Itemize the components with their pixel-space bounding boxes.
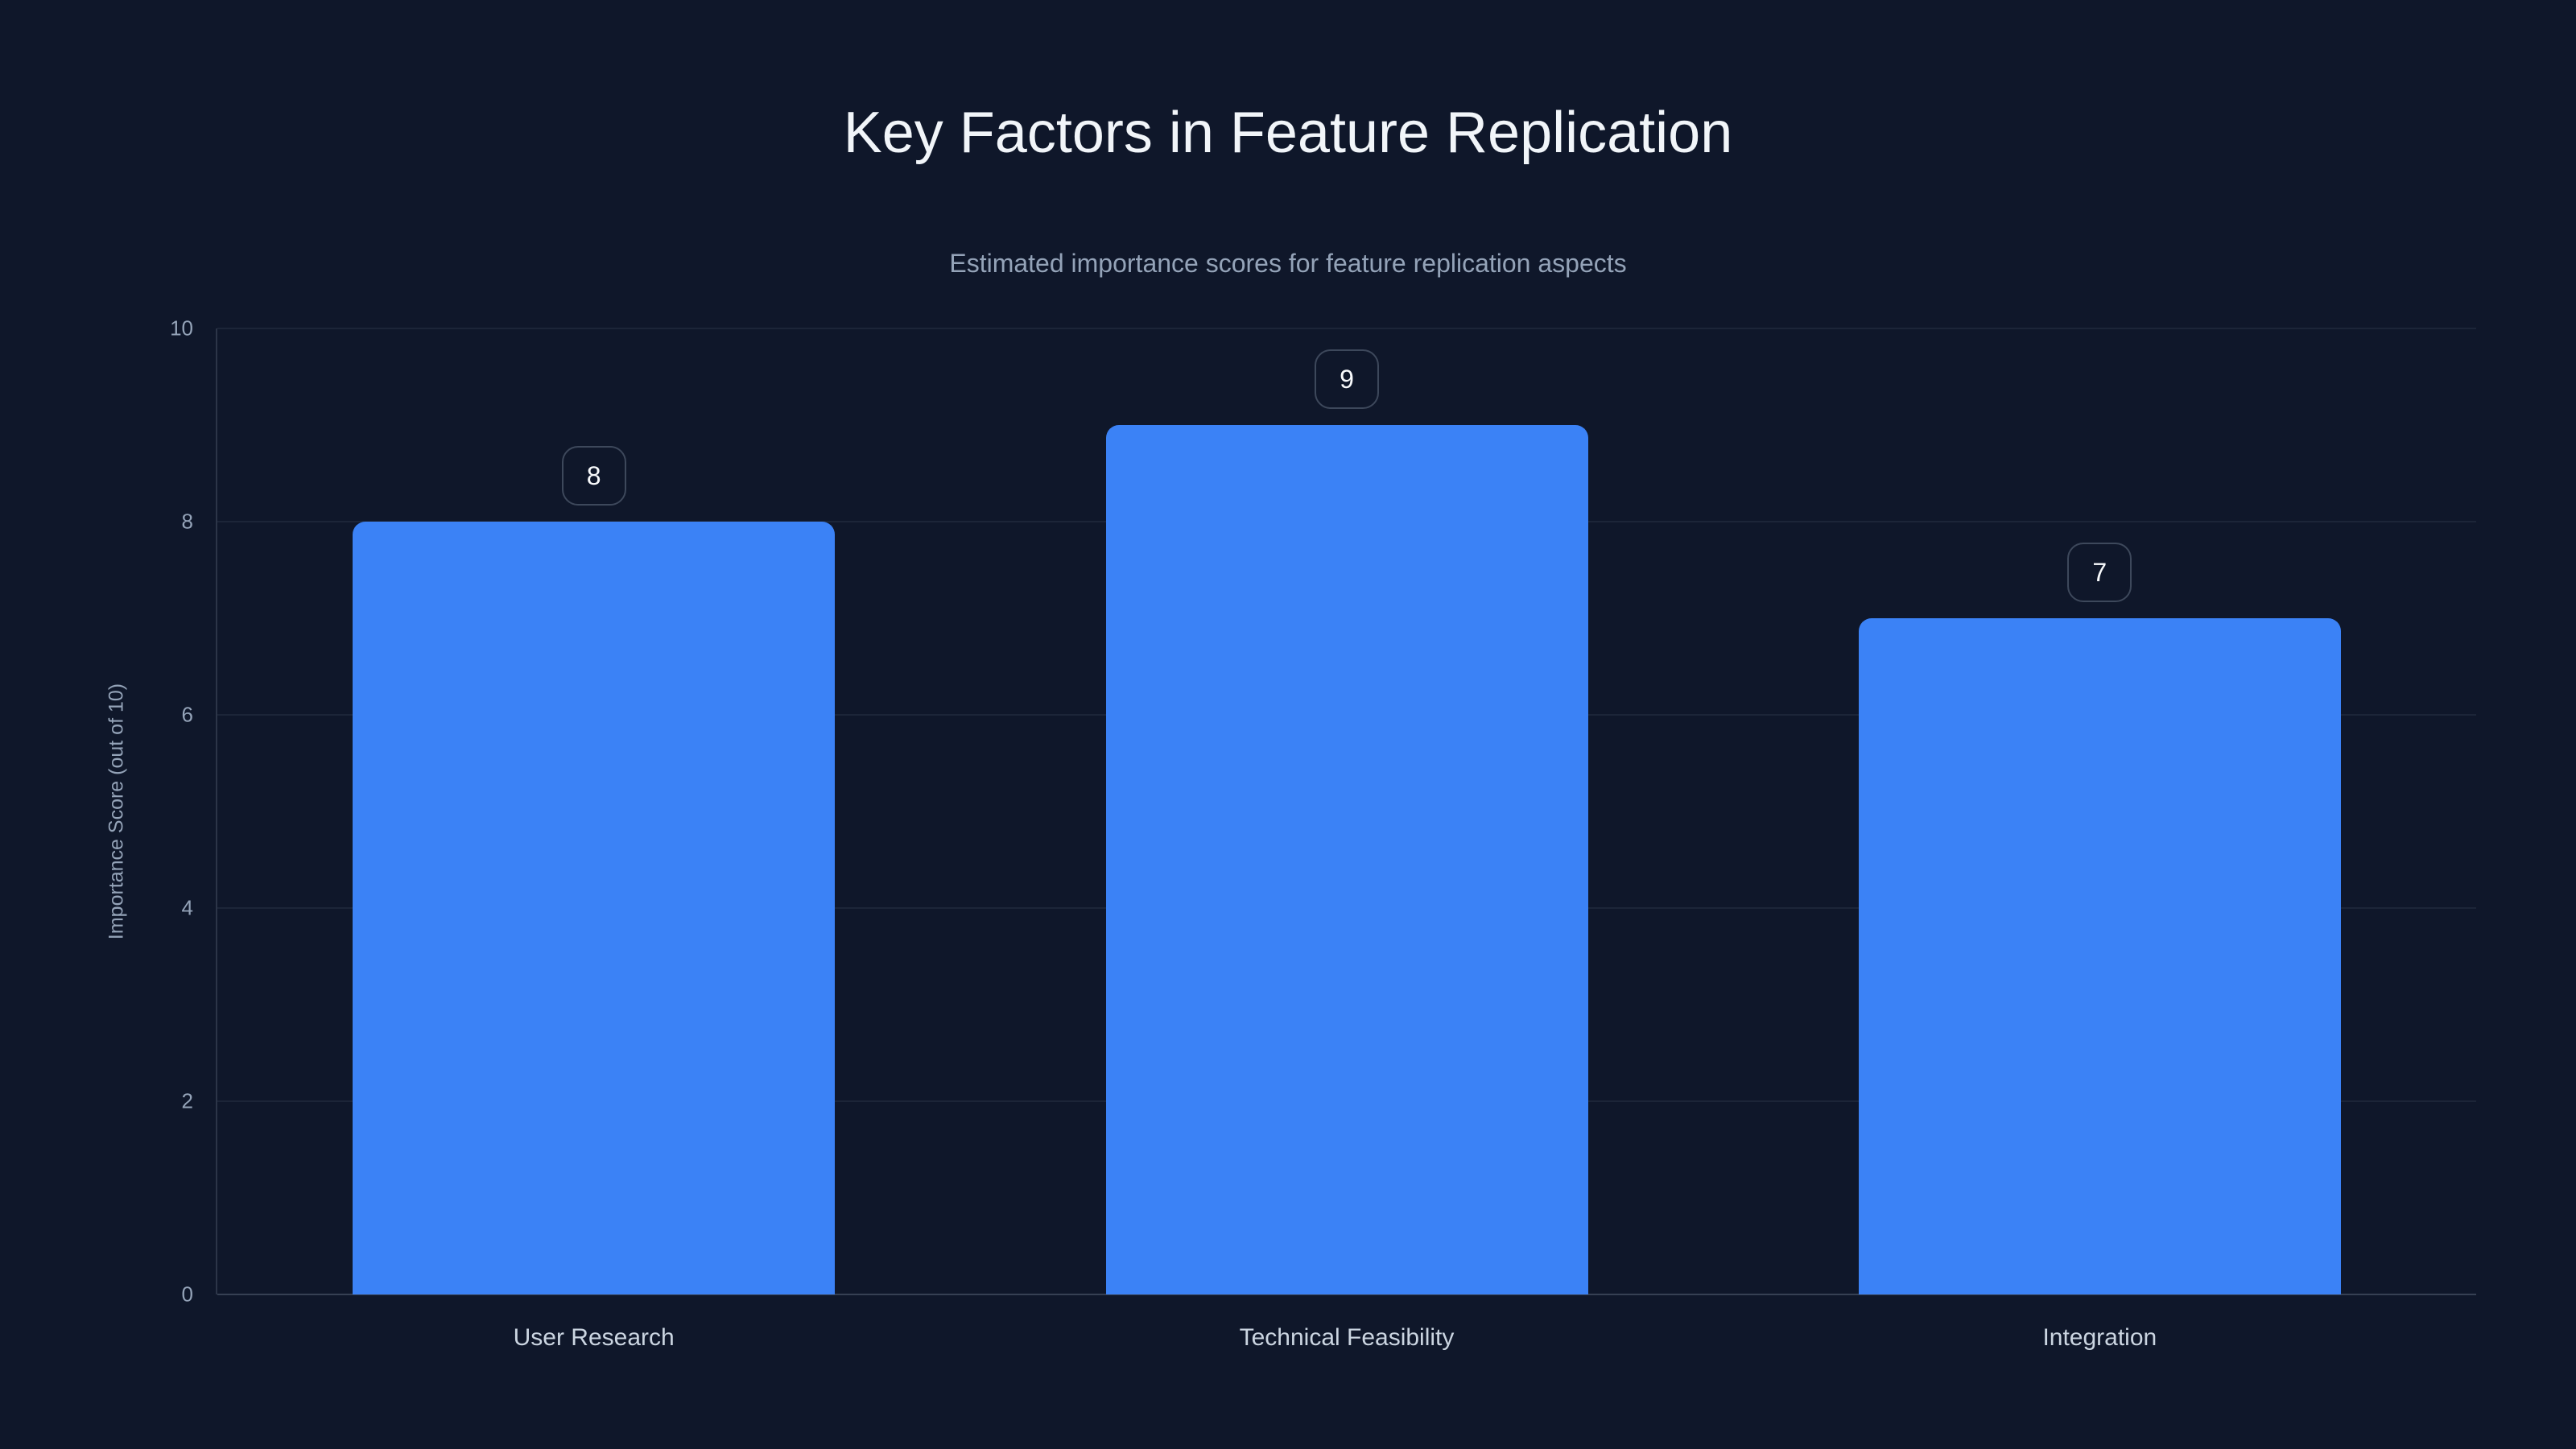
gridline-y-10 [217, 328, 2476, 329]
y-axis-title: Importance Score (out of 10) [105, 683, 128, 940]
value-label-technical-feasibility: 9 [1315, 349, 1379, 409]
y-tick-label-8: 8 [181, 509, 193, 534]
x-tick-label-technical-feasibility: Technical Feasibility [1239, 1324, 1455, 1351]
bar-integration [1858, 618, 2341, 1294]
y-tick-label-10: 10 [170, 316, 193, 341]
x-axis-line [217, 1294, 2476, 1295]
chart-subtitle: Estimated importance scores for feature … [949, 249, 1627, 278]
chart-title: Key Factors in Feature Replication [843, 101, 1733, 165]
y-axis-line [216, 328, 217, 1294]
bar-user-research [353, 522, 836, 1294]
plot-area [217, 328, 2476, 1295]
value-label-integration: 7 [2067, 543, 2132, 602]
y-tick-label-4: 4 [181, 895, 193, 920]
y-tick-label-2: 2 [181, 1088, 193, 1113]
y-tick-label-6: 6 [181, 702, 193, 727]
x-tick-label-user-research: User Research [513, 1324, 675, 1351]
bar-technical-feasibility [1105, 425, 1588, 1294]
value-label-user-research: 8 [561, 446, 626, 506]
gridline-y-0 [217, 1294, 2476, 1295]
x-tick-label-integration: Integration [2042, 1324, 2157, 1351]
y-tick-label-0: 0 [181, 1282, 193, 1307]
